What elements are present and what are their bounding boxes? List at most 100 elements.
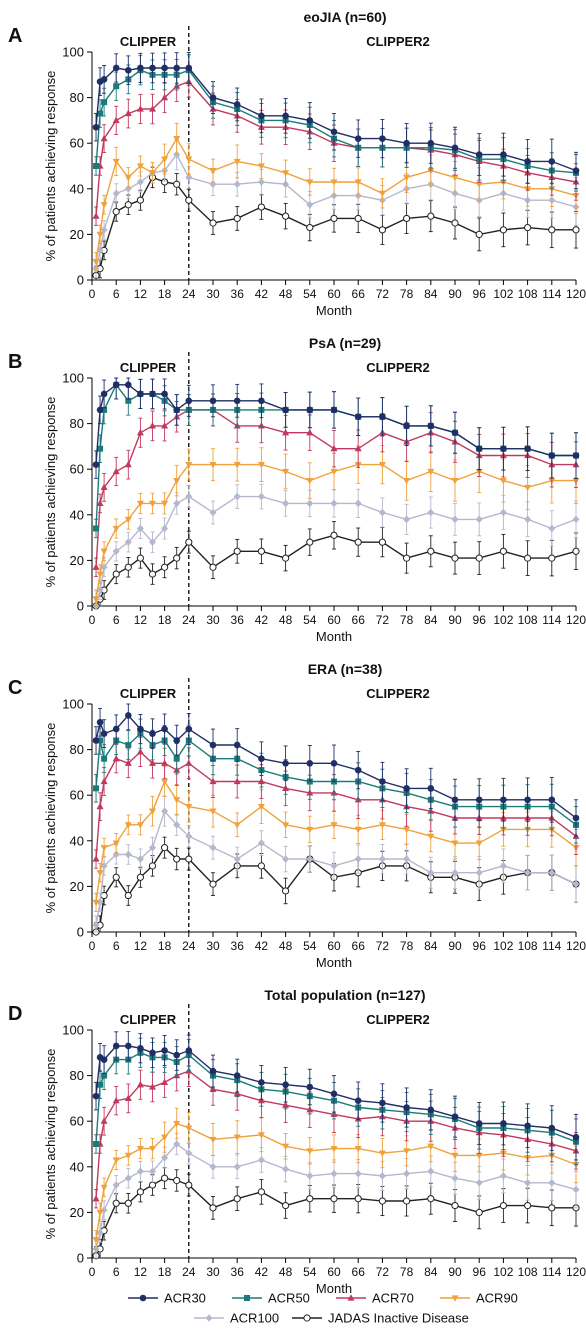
x-tick-label: 18 <box>158 287 172 301</box>
data-point <box>136 748 144 755</box>
x-tick-label: 96 <box>473 287 487 301</box>
x-axis-label: Month <box>316 1281 352 1296</box>
data-point <box>161 1078 169 1086</box>
panel-label: B <box>8 351 22 373</box>
data-point <box>499 1201 507 1210</box>
series-acr30 <box>92 703 580 837</box>
x-tick-label: 78 <box>400 1265 414 1279</box>
data-point <box>451 1113 459 1120</box>
x-tick-label: 0 <box>89 613 96 627</box>
x-tick-label: 120 <box>566 613 586 627</box>
data-point <box>475 868 483 877</box>
legend-item-acr90: ACR90 <box>440 1291 518 1306</box>
x-tick-label: 120 <box>566 1265 586 1279</box>
region-label-clipper2: CLIPPER2 <box>366 34 430 49</box>
data-point <box>282 887 290 895</box>
data-point <box>258 1079 265 1086</box>
data-point <box>124 516 132 524</box>
data-point <box>451 219 459 227</box>
x-tick-label: 6 <box>113 613 120 627</box>
data-point <box>282 822 290 829</box>
x-tick-label: 60 <box>327 613 341 627</box>
data-point <box>161 1047 168 1054</box>
data-point <box>149 500 156 508</box>
x-tick-label: 90 <box>448 287 462 301</box>
data-point <box>330 531 338 539</box>
data-point <box>233 101 241 108</box>
data-point <box>572 167 580 174</box>
data-point <box>354 135 362 142</box>
x-tick-label: 60 <box>327 939 341 953</box>
y-tick-label: 20 <box>70 227 84 242</box>
data-point <box>100 777 108 785</box>
data-point <box>92 1237 100 1244</box>
x-tick-label: 24 <box>182 613 196 627</box>
data-point <box>451 1152 459 1160</box>
legend-label: ACR30 <box>164 1291 206 1306</box>
y-tick-label: 40 <box>70 1159 84 1174</box>
data-point <box>100 845 108 852</box>
data-point <box>330 444 338 452</box>
data-point <box>499 547 507 555</box>
data-point <box>548 1124 556 1132</box>
data-point <box>185 492 193 501</box>
panel-label: D <box>8 1003 22 1025</box>
data-point <box>427 508 435 517</box>
data-point <box>137 64 144 72</box>
data-point <box>524 223 532 232</box>
x-tick-label: 54 <box>303 939 317 953</box>
data-point <box>548 226 556 234</box>
y-tick-label: 40 <box>70 507 84 522</box>
legend-label: ACR70 <box>372 1291 414 1306</box>
data-point <box>93 1141 100 1147</box>
data-point <box>330 128 338 136</box>
data-point <box>149 1167 156 1176</box>
data-point <box>451 515 459 524</box>
data-point <box>499 226 507 234</box>
data-point <box>161 524 169 533</box>
data-point <box>354 444 362 452</box>
data-point <box>427 547 435 555</box>
data-point <box>185 156 193 163</box>
data-point <box>112 1157 120 1164</box>
data-point <box>112 1042 120 1050</box>
x-tick-label: 114 <box>542 939 561 953</box>
x-tick-label: 48 <box>279 287 293 301</box>
data-point <box>354 826 362 834</box>
x-tick-label: 120 <box>566 287 586 301</box>
series-jadas <box>92 521 580 610</box>
data-point <box>233 1163 241 1171</box>
y-tick-label: 20 <box>70 1205 84 1220</box>
data-point <box>403 826 411 834</box>
data-point <box>93 525 100 532</box>
data-point <box>548 1204 556 1212</box>
data-point <box>100 1056 108 1063</box>
data-point <box>124 822 132 829</box>
x-tick-label: 60 <box>327 287 341 301</box>
data-point <box>257 804 265 811</box>
data-point <box>499 862 507 870</box>
data-point <box>92 921 100 929</box>
x-tick-label: 54 <box>303 287 317 301</box>
data-point <box>500 1120 507 1127</box>
data-point <box>524 1122 531 1130</box>
series-acr100 <box>92 1132 580 1259</box>
data-point <box>112 840 120 847</box>
data-point <box>378 822 386 829</box>
y-tick-label: 60 <box>70 462 84 477</box>
data-point <box>96 718 104 726</box>
data-point <box>306 223 314 232</box>
y-tick-label: 100 <box>62 371 84 386</box>
data-point <box>403 785 410 792</box>
y-tick-label: 0 <box>77 599 84 614</box>
data-point <box>112 208 120 216</box>
data-point <box>378 190 386 198</box>
data-point <box>548 1178 556 1187</box>
data-point <box>113 83 120 90</box>
x-tick-label: 12 <box>134 287 148 301</box>
data-point <box>92 899 100 907</box>
y-tick-label: 60 <box>70 1114 84 1129</box>
data-point <box>378 462 386 469</box>
data-point <box>379 135 386 142</box>
